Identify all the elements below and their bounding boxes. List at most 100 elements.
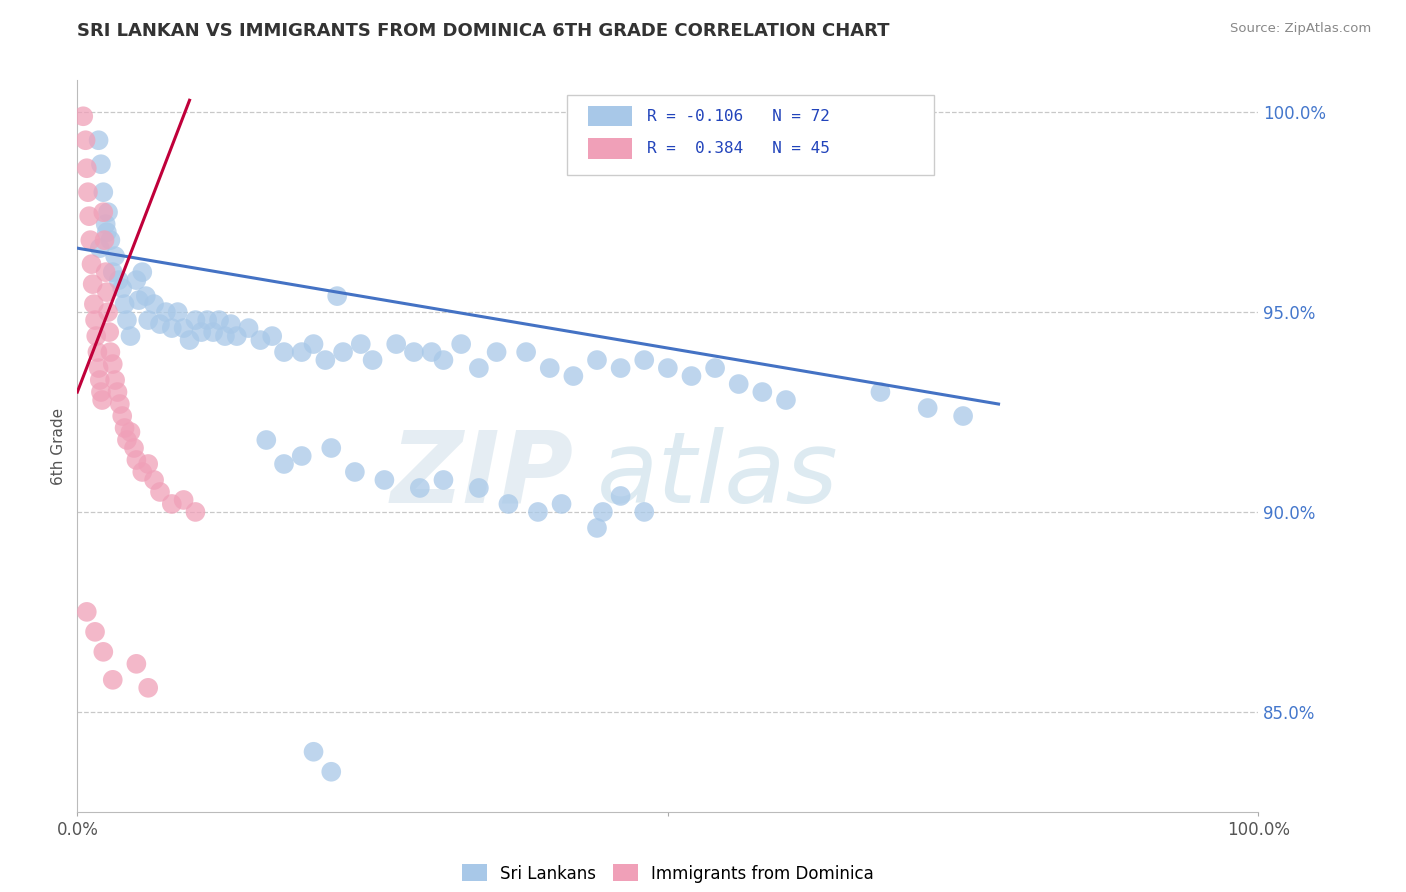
- Point: [107, 273, 129, 287]
- Point: [952, 409, 974, 423]
- Point: [273, 457, 295, 471]
- Point: [125, 273, 148, 287]
- Point: [633, 353, 655, 368]
- Point: [91, 185, 114, 199]
- Point: [77, 209, 100, 223]
- Point: [80, 257, 103, 271]
- Point: [125, 657, 148, 671]
- Text: atlas: atlas: [598, 426, 838, 524]
- Point: [420, 345, 443, 359]
- Point: [131, 265, 153, 279]
- Point: [515, 345, 537, 359]
- Bar: [588, 138, 633, 159]
- Legend: Sri Lankans, Immigrants from Dominica: Sri Lankans, Immigrants from Dominica: [457, 859, 879, 888]
- Point: [609, 489, 631, 503]
- Point: [214, 329, 236, 343]
- Point: [94, 217, 117, 231]
- Point: [90, 157, 112, 171]
- Point: [173, 492, 195, 507]
- Point: [101, 673, 124, 687]
- Point: [97, 305, 120, 319]
- Point: [184, 313, 207, 327]
- Point: [291, 345, 314, 359]
- Point: [302, 337, 325, 351]
- Point: [450, 337, 472, 351]
- Point: [149, 485, 172, 500]
- Point: [498, 497, 520, 511]
- Point: [238, 321, 260, 335]
- Point: [104, 249, 127, 263]
- Point: [111, 281, 134, 295]
- Point: [775, 392, 797, 407]
- Point: [100, 233, 122, 247]
- Point: [373, 473, 395, 487]
- Point: [97, 205, 120, 219]
- Point: [104, 373, 127, 387]
- Point: [90, 385, 112, 400]
- Point: [83, 297, 105, 311]
- Point: [291, 449, 314, 463]
- Point: [190, 325, 212, 339]
- Bar: [588, 106, 633, 127]
- Point: [326, 289, 349, 303]
- Point: [160, 497, 183, 511]
- Point: [93, 233, 115, 247]
- Point: [704, 361, 727, 376]
- Point: [869, 385, 891, 400]
- Point: [273, 345, 295, 359]
- Point: [82, 277, 104, 292]
- Point: [550, 497, 572, 511]
- Point: [321, 441, 343, 455]
- Point: [111, 409, 134, 423]
- Point: [155, 305, 177, 319]
- Point: [314, 353, 336, 368]
- Point: [84, 313, 107, 327]
- Point: [96, 285, 118, 299]
- Point: [302, 745, 325, 759]
- Text: R = -0.106   N = 72: R = -0.106 N = 72: [647, 109, 830, 124]
- Point: [91, 205, 114, 219]
- Point: [751, 385, 773, 400]
- Point: [72, 109, 94, 123]
- Point: [98, 325, 121, 339]
- Point: [120, 329, 142, 343]
- Point: [385, 337, 408, 351]
- Point: [409, 481, 432, 495]
- Point: [115, 433, 138, 447]
- Point: [468, 361, 491, 376]
- Point: [89, 373, 111, 387]
- Point: [101, 265, 124, 279]
- Point: [125, 453, 148, 467]
- Point: [562, 369, 585, 384]
- Text: Source: ZipAtlas.com: Source: ZipAtlas.com: [1230, 22, 1371, 36]
- Point: [681, 369, 703, 384]
- Point: [136, 313, 159, 327]
- Point: [76, 161, 98, 176]
- Point: [592, 505, 614, 519]
- Point: [195, 313, 218, 327]
- Point: [657, 361, 679, 376]
- Point: [917, 401, 939, 415]
- Point: [120, 425, 142, 439]
- Point: [122, 441, 145, 455]
- Point: [131, 465, 153, 479]
- Point: [89, 241, 111, 255]
- Text: SRI LANKAN VS IMMIGRANTS FROM DOMINICA 6TH GRADE CORRELATION CHART: SRI LANKAN VS IMMIGRANTS FROM DOMINICA 6…: [77, 22, 890, 40]
- Point: [262, 329, 284, 343]
- Point: [249, 333, 271, 347]
- Point: [586, 353, 609, 368]
- Point: [100, 345, 122, 359]
- Point: [114, 421, 136, 435]
- Point: [114, 297, 136, 311]
- Point: [136, 457, 159, 471]
- Point: [87, 361, 110, 376]
- Point: [108, 397, 131, 411]
- Y-axis label: 6th Grade: 6th Grade: [51, 408, 66, 484]
- Point: [332, 345, 354, 359]
- Point: [160, 321, 183, 335]
- Point: [86, 345, 108, 359]
- Point: [101, 357, 124, 371]
- Point: [321, 764, 343, 779]
- Point: [586, 521, 609, 535]
- Point: [254, 433, 277, 447]
